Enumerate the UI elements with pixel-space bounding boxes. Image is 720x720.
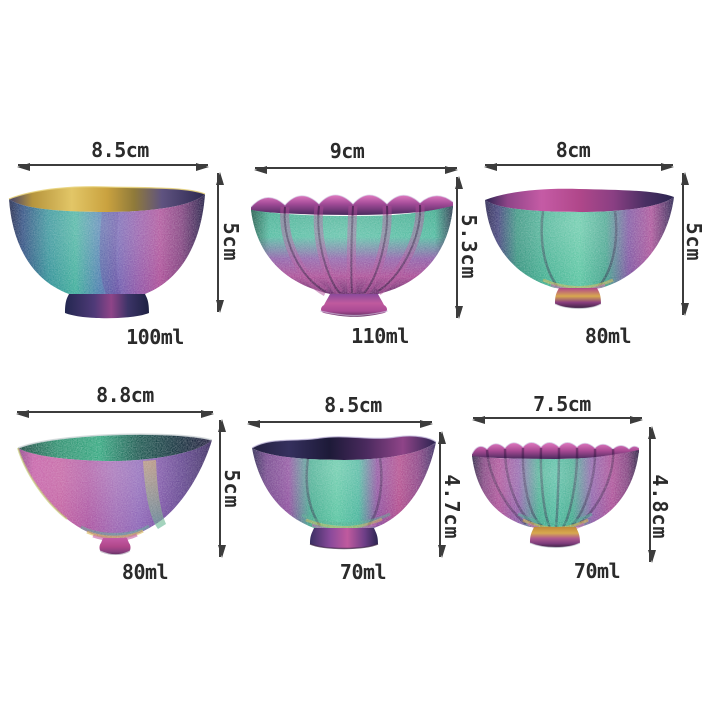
height-label: 5.3cm xyxy=(457,214,481,280)
width-dimension-arrow xyxy=(17,163,209,171)
cup-photo xyxy=(251,435,437,550)
height-dimension-arrow xyxy=(218,419,226,558)
height-label: 4.7cm xyxy=(440,474,464,540)
width-label: 9cm xyxy=(329,139,365,163)
volume-label: 70ml xyxy=(339,560,387,584)
volume-label: 110ml xyxy=(351,324,409,348)
cup-photo xyxy=(8,186,206,319)
height-dimension-arrow xyxy=(681,172,689,316)
volume-label: 80ml xyxy=(121,560,169,584)
width-label: 8.5cm xyxy=(91,138,149,162)
volume-label: 70ml xyxy=(573,559,621,583)
height-dimension-arrow xyxy=(455,176,463,319)
width-label: 8.5cm xyxy=(324,393,382,417)
height-label: 5cm xyxy=(219,222,243,262)
width-label: 7.5cm xyxy=(533,392,591,416)
width-dimension-arrow xyxy=(16,410,214,418)
cup-photo xyxy=(471,442,640,549)
width-dimension-arrow xyxy=(484,163,674,171)
volume-label: 100ml xyxy=(126,325,184,349)
cup-photo xyxy=(485,188,674,310)
height-label: 4.8cm xyxy=(648,474,672,540)
width-label: 8.8cm xyxy=(96,383,154,407)
height-label: 5cm xyxy=(220,469,244,509)
width-label: 8cm xyxy=(555,138,591,162)
cup-photo xyxy=(17,433,213,555)
width-dimension-arrow xyxy=(472,416,643,424)
height-label: 5cm xyxy=(682,222,706,262)
width-dimension-arrow xyxy=(247,420,433,428)
height-dimension-arrow xyxy=(216,172,224,313)
width-dimension-arrow xyxy=(254,166,458,174)
height-dimension-arrow xyxy=(438,431,446,558)
volume-label: 80ml xyxy=(584,324,632,348)
cup-photo xyxy=(250,194,454,317)
height-dimension-arrow xyxy=(648,426,656,563)
